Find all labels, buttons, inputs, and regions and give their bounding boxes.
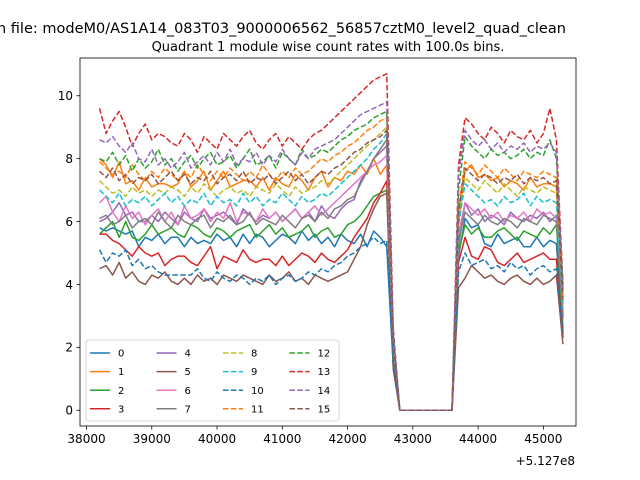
legend-label-2: 2 <box>118 386 124 397</box>
legend-label-15: 15 <box>318 404 331 415</box>
axes: 38000 39000 40000 41000 42000 43000 44000 45000… <box>58 57 577 446</box>
x-tick-label: 41000 <box>263 432 301 446</box>
series-line-6 <box>99 154 564 412</box>
y-tick-label: 8 <box>65 152 73 166</box>
legend-label-1: 1 <box>118 367 124 378</box>
legend-label-8: 8 <box>251 349 257 360</box>
series-line-8 <box>99 126 564 412</box>
series-line-12 <box>99 110 564 412</box>
axes-frame <box>79 57 577 427</box>
y-tick-label: 6 <box>65 215 73 229</box>
x-tick-label: 43000 <box>394 432 432 446</box>
series-line-13 <box>98 72 564 412</box>
series-line-10 <box>98 236 564 412</box>
y-tick-label: 0 <box>65 404 73 418</box>
series-line-1 <box>99 157 564 412</box>
series-line-9 <box>99 132 564 412</box>
x-offset-label: +5.127e8 <box>516 454 575 468</box>
y-tick-label: 10 <box>58 89 73 103</box>
series-line-7 <box>99 139 564 412</box>
legend-label-9: 9 <box>251 367 257 378</box>
series-line-14 <box>99 101 564 412</box>
x-tick-label: 40000 <box>198 432 236 446</box>
legend-label-4: 4 <box>185 349 191 360</box>
series-line-11 <box>99 117 564 412</box>
series-line-3 <box>99 179 564 412</box>
series-line-2 <box>99 189 564 412</box>
legend-label-0: 0 <box>118 349 124 360</box>
suptitle: n file: modeM0/AS1A14_083T03_9000006562_… <box>0 21 566 37</box>
legend-label-12: 12 <box>318 349 331 360</box>
x-tick-label: 42000 <box>328 432 366 446</box>
legend-label-14: 14 <box>318 386 331 397</box>
x-tick-label: 38000 <box>67 432 105 446</box>
chart-title: Quadrant 1 module wise count rates with … <box>152 40 505 55</box>
legend-box <box>85 339 340 422</box>
legend-label-11: 11 <box>251 404 264 415</box>
x-tick-label: 39000 <box>133 432 171 446</box>
legend-label-10: 10 <box>251 386 264 397</box>
legend-label-7: 7 <box>185 404 191 415</box>
series-line-0 <box>99 217 564 412</box>
series-line-15 <box>99 129 564 412</box>
series-line-5 <box>99 192 564 412</box>
legend-label-5: 5 <box>185 367 191 378</box>
y-tick-label: 4 <box>65 278 73 292</box>
legend-label-3: 3 <box>118 404 124 415</box>
legend-label-13: 13 <box>318 367 331 378</box>
y-tick-label: 2 <box>65 341 73 355</box>
plot-area <box>98 72 564 412</box>
x-tick-label: 44000 <box>459 432 497 446</box>
legend-label-6: 6 <box>185 386 191 397</box>
x-tick-label: 45000 <box>524 432 562 446</box>
